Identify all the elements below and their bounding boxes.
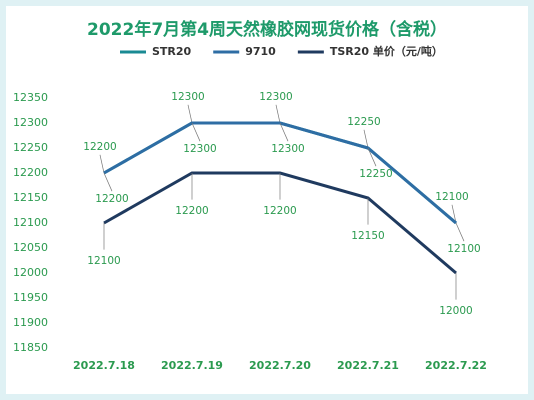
data-label: 12200 (175, 205, 208, 217)
data-label: 12100 (447, 243, 480, 255)
chart-title: 2022年7月第4周天然橡胶网现货价格（含税） (87, 19, 447, 40)
y-tick-label: 11900 (13, 316, 48, 329)
data-label: 12300 (183, 143, 216, 155)
leader-line (187, 104, 193, 124)
data-label: 12200 (95, 193, 128, 205)
leader-line (363, 129, 369, 149)
legend-label: 9710 (245, 45, 276, 58)
data-label: 12200 (263, 205, 296, 217)
leader-line (275, 104, 281, 124)
y-tick-label: 12200 (13, 166, 48, 179)
y-tick-label: 11850 (13, 341, 48, 354)
x-tick-label: 2022.7.18 (73, 359, 135, 372)
y-tick-label: 12100 (13, 216, 48, 229)
leader-line (103, 172, 113, 192)
legend-label: STR20 (152, 45, 192, 58)
data-label: 12300 (171, 91, 204, 103)
leader-line (455, 222, 465, 242)
y-tick-label: 12350 (13, 91, 48, 104)
data-label: 12100 (87, 255, 120, 267)
leader-line (191, 122, 201, 142)
leader-line (367, 147, 377, 167)
y-tick-label: 12250 (13, 141, 48, 154)
y-tick-label: 12000 (13, 266, 48, 279)
data-label: 12000 (439, 305, 472, 317)
data-label: 12150 (351, 230, 384, 242)
y-tick-label: 11950 (13, 291, 48, 304)
y-tick-label: 12300 (13, 116, 48, 129)
data-label: 12250 (347, 116, 380, 128)
data-label: 12300 (271, 143, 304, 155)
y-tick-label: 12150 (13, 191, 48, 204)
leader-line (279, 122, 289, 142)
x-tick-label: 2022.7.19 (161, 359, 223, 372)
y-tick-label: 12050 (13, 241, 48, 254)
x-tick-label: 2022.7.22 (425, 359, 487, 372)
plot-background (6, 6, 528, 394)
data-label: 12250 (359, 168, 392, 180)
x-tick-label: 2022.7.21 (337, 359, 399, 372)
data-label: 12300 (259, 91, 292, 103)
leader-line (451, 204, 457, 224)
data-label: 12100 (435, 191, 468, 203)
data-label: 12200 (83, 141, 116, 153)
legend-label: TSR20 单价（元/吨） (330, 44, 443, 58)
leader-line (99, 154, 105, 174)
x-tick-label: 2022.7.20 (249, 359, 311, 372)
